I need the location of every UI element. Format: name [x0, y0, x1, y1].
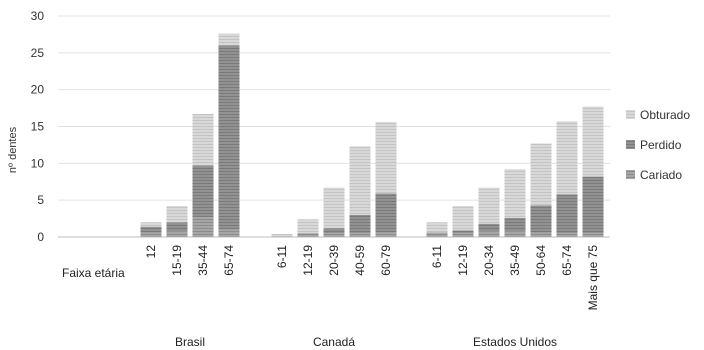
x-tick-label: 12-19: [456, 245, 470, 276]
x-tick-label: 35-44: [196, 245, 210, 276]
bar-segment-perdido: [349, 214, 371, 234]
x-tick-label: 6-11: [430, 245, 444, 268]
y-tick-label: 0: [37, 230, 44, 244]
bar-segment-cariado: [478, 231, 500, 237]
bar-segment-perdido: [218, 45, 240, 230]
bar-segment-obturado: [504, 169, 526, 218]
x-tick-label: 65-74: [560, 245, 574, 276]
legend-swatch-cariado: [626, 170, 635, 179]
bar-segment-cariado: [504, 231, 526, 237]
bar-segment-obturado: [140, 222, 162, 227]
bar-segment-cariado: [375, 232, 397, 237]
bar-segment-perdido: [297, 233, 319, 235]
bar-segment-cariado: [166, 231, 188, 237]
x-tick-label: 50-64: [534, 245, 548, 276]
x-tick-label: 20-39: [327, 245, 341, 276]
bar-segment-perdido: [504, 217, 526, 232]
bar-segment-obturado: [166, 206, 188, 223]
bar-segment-perdido: [166, 222, 188, 232]
group-label: Brasil: [175, 335, 205, 349]
legend: Obturado Perdido Cariado: [626, 108, 690, 182]
bar-segment-obturado: [323, 187, 345, 229]
bar-segment-cariado: [192, 217, 214, 237]
legend-label: Perdido: [640, 138, 682, 152]
bar-segment-obturado: [530, 143, 552, 206]
x-tick-label: 35-49: [508, 245, 522, 276]
x-tick-label: 40-59: [353, 245, 367, 276]
x-tick-label: 12: [144, 245, 158, 259]
group-label: Canadá: [313, 335, 355, 349]
bar-segment-cariado: [218, 229, 240, 237]
bar-segment-perdido: [452, 230, 474, 234]
y-tick-label: 30: [31, 9, 45, 23]
bar-segment-obturado: [297, 219, 319, 234]
x-tick-label: 12-19: [301, 245, 315, 276]
x-tick-label: Mais que 75: [586, 245, 600, 311]
bar-segment-obturado: [375, 122, 397, 194]
bar-segment-obturado: [426, 222, 448, 233]
bar-segment-cariado: [426, 233, 448, 237]
legend-label: Cariado: [640, 168, 682, 182]
bar-segment-cariado: [140, 232, 162, 237]
category-row-label: Faixa etária: [62, 266, 125, 280]
gridlines: [58, 15, 610, 238]
bar-segment-obturado: [556, 121, 578, 195]
y-tick-label: 15: [31, 120, 45, 134]
bar-segment-obturado: [192, 113, 214, 166]
group-label: Estados Unidos: [473, 335, 557, 349]
bar-segment-perdido: [556, 194, 578, 234]
x-tick-label: 15-19: [170, 245, 184, 276]
x-axis: 12 15-19 35-44 65-74 6-11 12-19 20-39 40-59 60-7…: [144, 245, 600, 311]
y-tick-label: 25: [31, 46, 45, 60]
bar-segment-cariado: [297, 234, 319, 237]
bar-segment-cariado: [349, 233, 371, 237]
y-axis-label: nº dentes: [7, 126, 19, 173]
bar-segment-cariado: [530, 232, 552, 237]
bar-segment-perdido: [140, 226, 162, 233]
bar-segment-obturado: [582, 106, 604, 177]
legend-label: Obturado: [640, 108, 690, 122]
bar-segment-cariado: [323, 233, 345, 237]
bars: [140, 33, 604, 237]
x-tick-label: 20-34: [482, 245, 496, 276]
y-tick-label: 10: [31, 156, 45, 170]
bar-segment-obturado: [271, 234, 293, 237]
bar-segment-cariado: [271, 236, 293, 237]
bar-segment-cariado: [556, 233, 578, 237]
x-tick-label: 65-74: [222, 245, 236, 276]
legend-swatch-perdido: [626, 140, 635, 149]
bar-segment-perdido: [375, 193, 397, 233]
legend-swatch-obturado: [626, 110, 635, 119]
y-axis: 0 5 10 15 20 25 30: [31, 9, 45, 244]
bar-segment-perdido: [323, 228, 345, 234]
bar-segment-obturado: [218, 33, 240, 46]
bar-segment-perdido: [478, 223, 500, 232]
bar-segment-cariado: [452, 233, 474, 237]
bar-segment-obturado: [452, 206, 474, 231]
bar-segment-perdido: [530, 205, 552, 233]
x-tick-label: 60-79: [379, 245, 393, 276]
bar-segment-perdido: [192, 165, 214, 218]
x-tick-label: 6-11: [275, 245, 289, 268]
bar-segment-obturado: [349, 146, 371, 215]
bar-segment-cariado: [582, 233, 604, 237]
bar-segment-perdido: [426, 232, 448, 234]
bar-segment-perdido: [582, 176, 604, 234]
group-labels: Brasil Canadá Estados Unidos: [175, 335, 557, 349]
y-tick-label: 5: [37, 193, 44, 207]
bar-segment-obturado: [478, 187, 500, 224]
y-tick-label: 20: [31, 83, 45, 97]
